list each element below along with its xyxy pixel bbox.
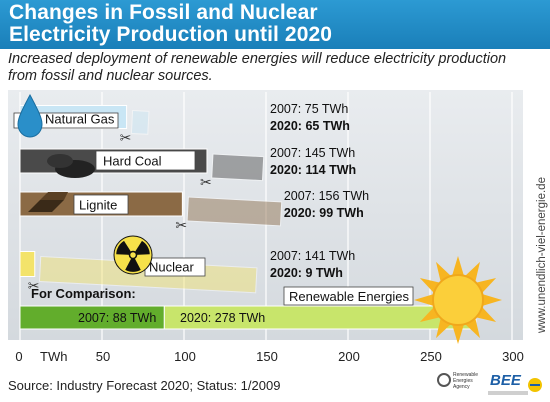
x-tick-label: 150 bbox=[256, 349, 278, 364]
sun-ray bbox=[452, 256, 464, 276]
series-label: Natural Gas bbox=[45, 112, 115, 127]
x-tick-label: 250 bbox=[420, 349, 442, 364]
radiation-blade bbox=[125, 255, 141, 272]
sun-ray bbox=[482, 294, 502, 306]
series-label-box bbox=[73, 194, 129, 215]
bee-logo-icon bbox=[528, 378, 542, 392]
data-label-2020: 2020: 65 TWh bbox=[270, 119, 350, 133]
x-tick-label: 300 bbox=[502, 349, 524, 364]
scissors-icon: ✂ bbox=[200, 175, 212, 191]
scissors-icon: ✂ bbox=[175, 218, 187, 234]
data-label-2020: 2020: 114 TWh bbox=[270, 163, 356, 177]
x-tick-label: 0 bbox=[15, 349, 22, 364]
radiation-blade bbox=[116, 240, 133, 255]
scissors-icon: ✂ bbox=[28, 279, 40, 295]
sun-ray bbox=[414, 294, 434, 306]
series-label-box-renewables bbox=[283, 286, 414, 306]
side-url: www.unendlich-viel-energie.de bbox=[536, 177, 548, 333]
data-label-2007: 2007: 75 TWh bbox=[270, 102, 348, 116]
x-tick-label: 100 bbox=[174, 349, 196, 364]
bee-logo-underline bbox=[488, 391, 528, 395]
series-label: Nuclear bbox=[149, 260, 194, 275]
x-axis-unit-label: TWh bbox=[40, 349, 67, 364]
radiation-center bbox=[128, 250, 138, 260]
chart-title-line-2: Electricity Production until 2020 bbox=[9, 23, 333, 46]
data-label-2007: 2007: 145 TWh bbox=[270, 146, 355, 160]
coal-icon bbox=[47, 154, 73, 168]
series-label: Lignite bbox=[79, 198, 117, 213]
bar-2007-removed-1 bbox=[211, 153, 265, 182]
agency-logo-text: Renewable Energies Agency bbox=[453, 372, 479, 390]
water-drop-icon bbox=[17, 93, 43, 138]
data-label-2007: 2007: 156 TWh bbox=[284, 189, 369, 203]
chart-subtitle: Increased deployment of renewable energi… bbox=[8, 51, 507, 84]
bee-logo: BEE bbox=[490, 372, 521, 389]
data-label-renewables-2007: 2007: 88 TWh bbox=[78, 311, 156, 325]
renewable-energies-agency-logo: Renewable Energies Agency bbox=[437, 371, 478, 399]
lignite-icon bbox=[40, 192, 68, 200]
sun-ray bbox=[452, 324, 464, 344]
sun-icon bbox=[432, 274, 484, 326]
bar-2020-3 bbox=[19, 251, 36, 277]
data-label-2007: 2007: 141 TWh bbox=[270, 249, 355, 263]
radiation-blade bbox=[133, 240, 150, 255]
series-label: Hard Coal bbox=[103, 154, 162, 169]
series-label-box bbox=[95, 150, 196, 171]
title-banner: Changes in Fossil and Nuclear Electricit… bbox=[0, 0, 550, 49]
data-label-renewables-2020: 2020: 278 TWh bbox=[180, 311, 265, 325]
chart-title-line-1: Changes in Fossil and Nuclear bbox=[9, 1, 318, 24]
lignite-icon bbox=[28, 200, 64, 212]
source-note: Source: Industry Forecast 2020; Status: … bbox=[8, 378, 281, 393]
series-label-renewables: Renewable Energies bbox=[289, 289, 409, 304]
data-label-2020: 2020: 9 TWh bbox=[270, 266, 343, 280]
bar-2007-removed-2 bbox=[186, 196, 283, 227]
bar-2007-removed-0 bbox=[130, 109, 150, 135]
x-tick-label: 50 bbox=[96, 349, 110, 364]
comparison-heading: For Comparison: bbox=[31, 286, 136, 301]
x-tick-label: 200 bbox=[338, 349, 360, 364]
scissors-icon: ✂ bbox=[120, 131, 132, 147]
data-label-2020: 2020: 99 TWh bbox=[284, 206, 364, 220]
agency-logo-icon bbox=[437, 373, 451, 387]
